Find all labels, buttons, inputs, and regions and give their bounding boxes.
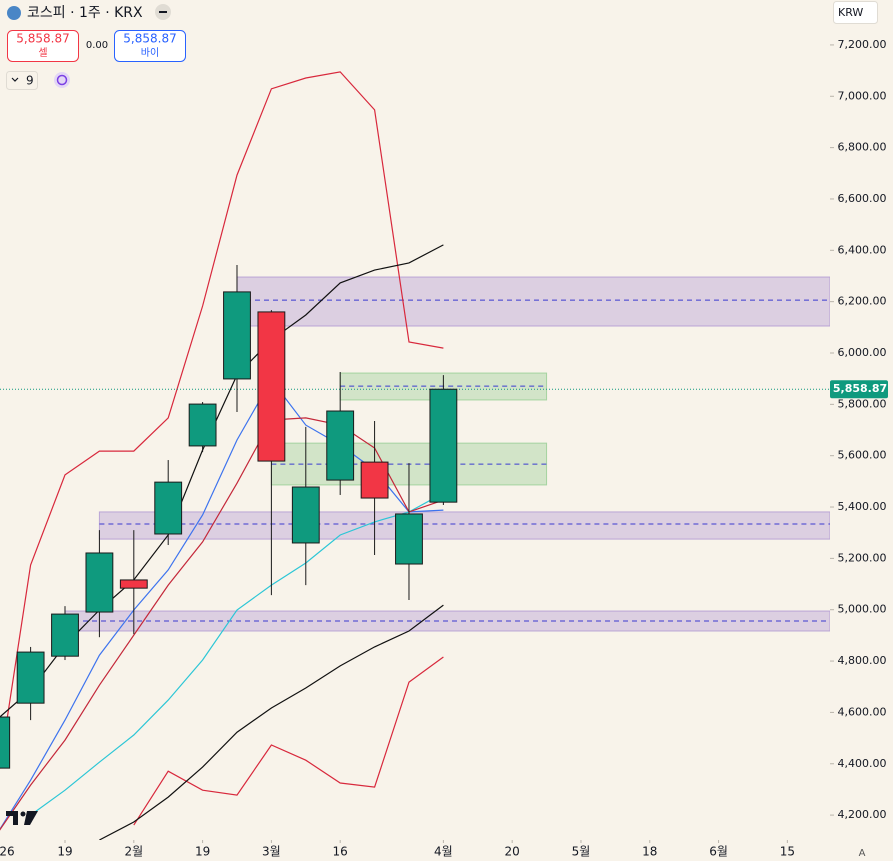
y-tick-label: 5,200.00 — [838, 551, 887, 564]
y-tick-label: 6,200.00 — [838, 295, 887, 308]
candle-body — [188, 403, 217, 447]
y-tick-label: 6,400.00 — [838, 243, 887, 256]
currency: KRW — [838, 6, 863, 19]
chevron — [11, 77, 19, 82]
tv-logo — [6, 811, 38, 825]
y-tick-label: 5,400.00 — [838, 500, 887, 513]
candle-body — [291, 486, 320, 544]
x-tick-label: 19 — [57, 845, 72, 859]
sell-button[interactable] — [7, 30, 79, 62]
y-tick-label: 5,600.00 — [838, 449, 887, 462]
candle-body — [85, 552, 114, 613]
x-tick-label: 16 — [333, 845, 348, 859]
buy-button[interactable] — [114, 30, 186, 62]
candle-body — [119, 579, 148, 589]
candle-body — [360, 461, 389, 499]
candle-body — [429, 388, 458, 503]
symbol-icon — [7, 6, 21, 20]
last-price-label: 5,858.87 — [833, 382, 887, 395]
x-tick-label: 4월 — [434, 845, 453, 859]
y-tick-label: 4,800.00 — [838, 654, 887, 667]
auto-scale[interactable]: A — [859, 848, 866, 859]
plot-area — [0, 71, 830, 840]
spread: 0.00 — [86, 40, 108, 51]
y-tick-label: 4,400.00 — [838, 757, 887, 770]
candle-body — [51, 613, 79, 657]
currency-button[interactable] — [833, 1, 878, 24]
header: 코스피 · 1주 · KRX 5,858.87 셀 0.00 5,858.87 … — [6, 1, 878, 859]
candle-body — [0, 716, 11, 769]
candle-body — [326, 410, 355, 481]
candle-body — [257, 311, 286, 462]
indicator-line — [133, 656, 444, 826]
axes: 4,200.00 4,400.00 4,600.00 4,800.00 5,000.00… — [0, 38, 888, 859]
x-tick-label: 3월 — [262, 845, 281, 859]
x-tick-label: 20 — [505, 845, 520, 859]
y-tick-label: 7,200.00 — [838, 38, 887, 51]
x-tick-label: 26 — [0, 845, 15, 859]
zone — [236, 276, 830, 327]
indicator-line — [0, 71, 444, 770]
zone — [98, 511, 830, 540]
y-tick-label: 5,800.00 — [838, 397, 887, 410]
x-tick-label: 2월 — [124, 845, 143, 859]
buy-price: 5,858.87 — [123, 32, 176, 46]
y-tick-label: 7,000.00 — [838, 89, 887, 102]
last-price-box — [830, 380, 888, 399]
candle-body — [223, 291, 251, 380]
x-tick-label: 15 — [780, 845, 795, 859]
y-tick-label: 6,000.00 — [838, 346, 887, 359]
sync-button[interactable] — [54, 72, 70, 88]
indicators-count: 9 — [26, 74, 34, 88]
y-tick-label: 5,000.00 — [838, 603, 887, 616]
x-tick-label: 18 — [642, 845, 657, 859]
y-tick-label: 4,200.00 — [838, 808, 887, 821]
x-tick-label: 5월 — [572, 845, 591, 859]
indicator-line — [0, 417, 444, 831]
x-tick-label: 6월 — [709, 845, 728, 859]
candle-body — [395, 513, 423, 565]
indicator-line — [99, 604, 444, 840]
sell-price: 5,858.87 — [16, 32, 69, 46]
buy-label: 바이 — [141, 47, 159, 59]
indicators-toggle[interactable] — [6, 71, 38, 90]
sell-label: 셀 — [38, 47, 47, 59]
x-tick-label: 19 — [195, 845, 210, 859]
candle-body — [154, 481, 183, 535]
collapse-icon — [159, 11, 167, 13]
candle-body — [16, 651, 45, 704]
y-tick-label: 6,600.00 — [838, 192, 887, 205]
symbol-title[interactable]: 코스피 · 1주 · KRX — [27, 5, 143, 21]
sync-icon — [56, 74, 68, 86]
y-tick-label: 4,600.00 — [838, 705, 887, 718]
y-tick-label: 6,800.00 — [838, 141, 887, 154]
